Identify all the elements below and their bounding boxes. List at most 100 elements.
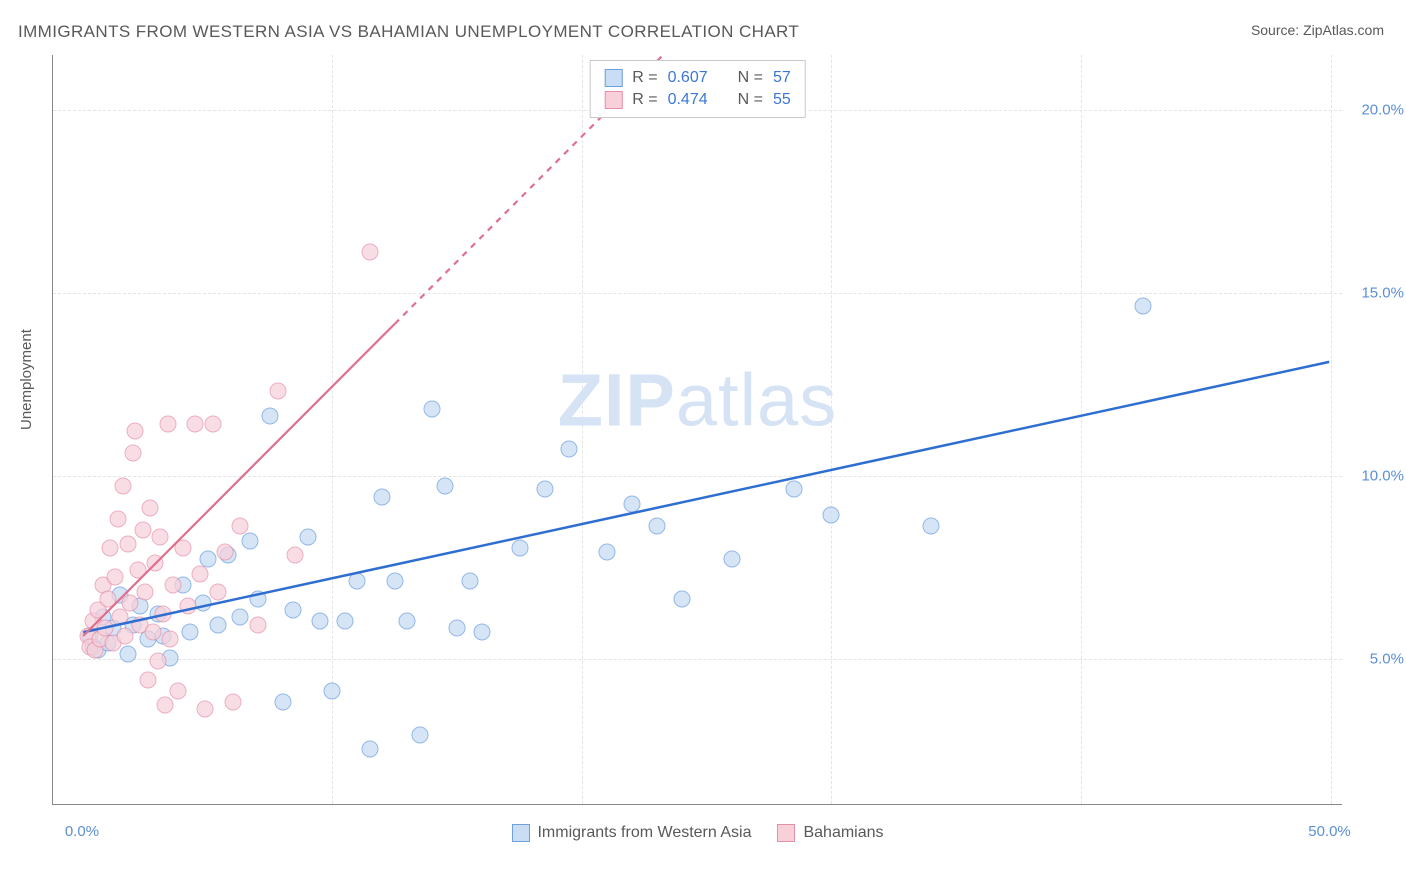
scatter-point — [209, 583, 226, 600]
scatter-point — [598, 543, 615, 560]
scatter-point — [137, 583, 154, 600]
scatter-point — [194, 594, 211, 611]
scatter-point — [361, 243, 378, 260]
scatter-point — [204, 415, 221, 432]
r-value: 0.474 — [668, 91, 708, 109]
scatter-point — [262, 408, 279, 425]
scatter-point — [623, 496, 640, 513]
scatter-point — [561, 441, 578, 458]
r-value: 0.607 — [668, 69, 708, 87]
scatter-point — [179, 598, 196, 615]
scatter-point — [154, 605, 171, 622]
scatter-point — [823, 506, 840, 523]
scatter-point — [249, 616, 266, 633]
n-label: N = — [738, 91, 763, 109]
scatter-point — [536, 481, 553, 498]
scatter-point — [723, 550, 740, 567]
scatter-point — [174, 539, 191, 556]
scatter-point — [142, 499, 159, 516]
scatter-point — [232, 517, 249, 534]
scatter-point — [164, 576, 181, 593]
n-label: N = — [738, 69, 763, 87]
legend-correlation-box: R = 0.607 N = 57 R = 0.474 N = 55 — [589, 60, 806, 118]
scatter-point — [287, 547, 304, 564]
scatter-point — [249, 591, 266, 608]
scatter-point — [399, 613, 416, 630]
y-tick-label: 5.0% — [1370, 650, 1404, 667]
source-label: Source: — [1251, 22, 1299, 38]
scatter-point — [112, 609, 129, 626]
scatter-point — [474, 624, 491, 641]
scatter-point — [129, 561, 146, 578]
scatter-point — [299, 528, 316, 545]
legend-item-series1: Immigrants from Western Asia — [511, 824, 751, 842]
scatter-point — [107, 569, 124, 586]
scatter-point — [149, 653, 166, 670]
legend-row-series1: R = 0.607 N = 57 — [604, 67, 791, 89]
swatch-series1 — [604, 69, 622, 87]
scatter-point — [424, 400, 441, 417]
legend-row-series2: R = 0.474 N = 55 — [604, 89, 791, 111]
scatter-point — [162, 631, 179, 648]
y-tick-label: 10.0% — [1361, 467, 1404, 484]
source-value: ZipAtlas.com — [1303, 22, 1384, 38]
r-label: R = — [632, 69, 657, 87]
scatter-point — [648, 517, 665, 534]
scatter-point — [923, 517, 940, 534]
swatch-series1-icon — [511, 824, 529, 842]
scatter-point — [386, 572, 403, 589]
scatter-point — [144, 624, 161, 641]
scatter-point — [102, 539, 119, 556]
scatter-point — [269, 382, 286, 399]
scatter-point — [224, 693, 241, 710]
chart-title: IMMIGRANTS FROM WESTERN ASIA VS BAHAMIAN… — [18, 22, 799, 42]
scatter-point — [192, 565, 209, 582]
scatter-point — [119, 536, 136, 553]
scatter-point — [169, 682, 186, 699]
scatter-point — [232, 609, 249, 626]
scatter-point — [147, 554, 164, 571]
swatch-series2-icon — [777, 824, 795, 842]
x-tick-label: 50.0% — [1308, 823, 1351, 840]
scatter-point — [242, 532, 259, 549]
scatter-point — [139, 671, 156, 688]
scatter-point — [127, 422, 144, 439]
scatter-point — [411, 726, 428, 743]
scatter-point — [159, 415, 176, 432]
plot-area: ZIPatlas R = 0.607 N = 57 R = 0.474 N = … — [52, 55, 1342, 805]
scatter-point — [786, 481, 803, 498]
scatter-point — [122, 594, 139, 611]
scatter-point — [119, 646, 136, 663]
scatter-point — [274, 693, 291, 710]
r-label: R = — [632, 91, 657, 109]
scatter-point — [134, 521, 151, 538]
scatter-point — [349, 572, 366, 589]
scatter-point — [187, 415, 204, 432]
scatter-point — [461, 572, 478, 589]
legend-series-box: Immigrants from Western Asia Bahamians — [511, 824, 883, 842]
scatter-point — [157, 697, 174, 714]
x-tick-label: 0.0% — [65, 823, 99, 840]
scatter-point — [673, 591, 690, 608]
scatter-point — [197, 700, 214, 717]
scatter-point — [217, 543, 234, 560]
legend-label-series1: Immigrants from Western Asia — [537, 824, 751, 842]
scatter-point — [209, 616, 226, 633]
scatter-point — [449, 620, 466, 637]
scatter-point — [114, 477, 131, 494]
scatter-point — [124, 444, 141, 461]
source-attribution: Source: ZipAtlas.com — [1251, 22, 1384, 38]
scatter-point — [1135, 298, 1152, 315]
scatter-point — [324, 682, 341, 699]
scatter-point — [374, 488, 391, 505]
scatter-point — [117, 627, 134, 644]
scatter-point — [311, 613, 328, 630]
n-value: 55 — [773, 91, 791, 109]
scatter-point — [99, 591, 116, 608]
correlation-chart: IMMIGRANTS FROM WESTERN ASIA VS BAHAMIAN… — [0, 0, 1406, 892]
scatter-point — [182, 624, 199, 641]
swatch-series2 — [604, 91, 622, 109]
y-tick-label: 15.0% — [1361, 284, 1404, 301]
y-tick-label: 20.0% — [1361, 101, 1404, 118]
scatter-point — [511, 539, 528, 556]
